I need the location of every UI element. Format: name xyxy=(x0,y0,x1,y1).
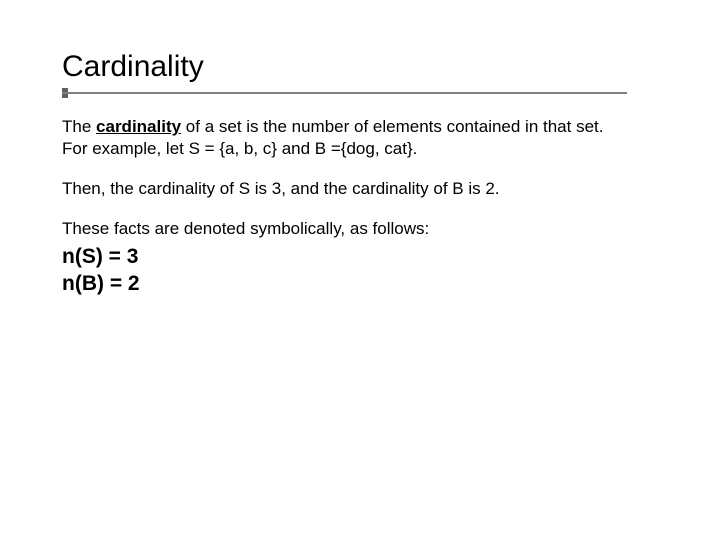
slide: Cardinality The cardinality of a set is … xyxy=(0,0,720,540)
title-rule xyxy=(62,92,660,96)
notation-block: n(S) = 3 n(B) = 2 xyxy=(62,244,660,297)
para1-line2: For example, let S = {a, b, c} and B ={d… xyxy=(62,139,417,158)
para1-term: cardinality xyxy=(96,117,181,136)
notation-line-2: n(B) = 2 xyxy=(62,271,660,297)
title-rule-bar xyxy=(62,92,627,94)
paragraph-notation-intro: These facts are denoted symbolically, as… xyxy=(62,218,660,240)
paragraph-example-result: Then, the cardinality of S is 3, and the… xyxy=(62,178,660,200)
slide-title: Cardinality xyxy=(62,50,660,90)
para1-lead: The xyxy=(62,117,96,136)
slide-body: The cardinality of a set is the number o… xyxy=(62,116,660,297)
notation-line-1: n(S) = 3 xyxy=(62,244,660,270)
paragraph-definition: The cardinality of a set is the number o… xyxy=(62,116,660,160)
title-block: Cardinality xyxy=(62,50,660,96)
para1-rest: of a set is the number of elements conta… xyxy=(181,117,603,136)
